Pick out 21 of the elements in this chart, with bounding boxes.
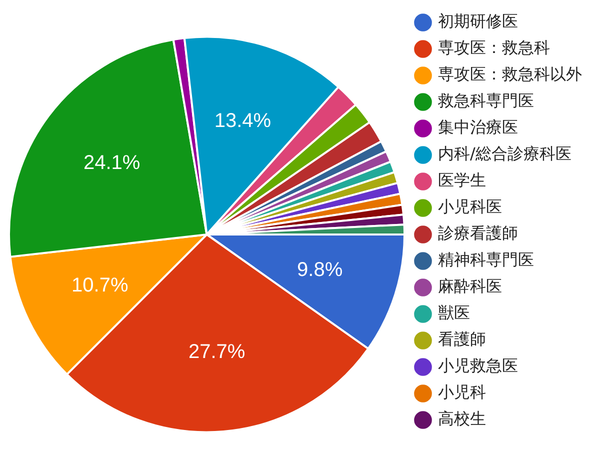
legend-label: 獣医: [438, 303, 470, 322]
legend-label: 内科/総合診療科医: [438, 144, 572, 164]
legend-label: 診療看護師: [438, 224, 518, 243]
legend-label: 救急科専門医: [437, 91, 534, 110]
data-label: 9.8%: [297, 258, 343, 281]
legend-label: 初期研修医: [438, 12, 518, 31]
legend-label: 医学生: [438, 170, 486, 190]
legend-label: 小児救急医: [438, 356, 518, 376]
legend-label: 専攻医：救急科: [438, 38, 550, 58]
legend-label: 麻酔科医: [438, 276, 502, 296]
legend-label: 小児科: [438, 382, 486, 402]
legend-label: 集中治療医: [438, 118, 518, 137]
legend-label: 看護師: [438, 330, 486, 349]
data-label: 27.7%: [188, 341, 246, 364]
legend-label: 高校生: [438, 409, 486, 428]
legend-label: 専攻医：救急科以外: [438, 64, 582, 84]
data-label: 24.1%: [84, 152, 140, 174]
data-label: 13.4%: [214, 110, 272, 132]
legend-label: 小児科医: [438, 197, 502, 216]
data-label: 10.7%: [72, 274, 128, 297]
legend-label: 精神科専門医: [438, 250, 534, 270]
